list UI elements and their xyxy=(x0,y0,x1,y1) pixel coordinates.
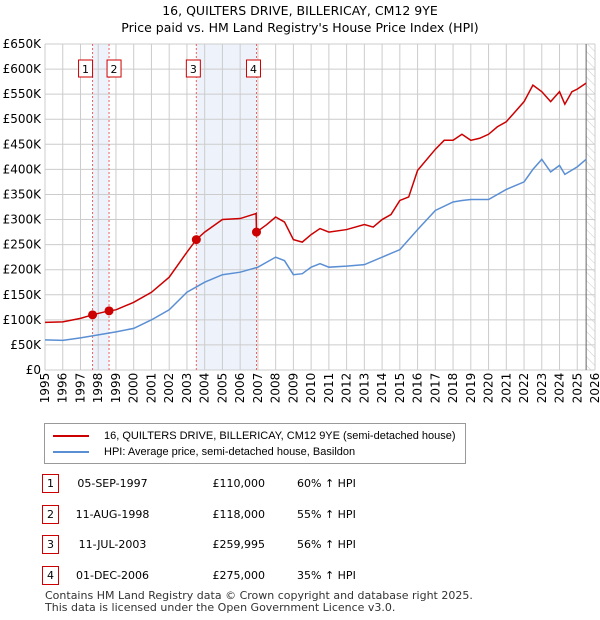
sale-number-label: 3 xyxy=(190,63,197,76)
x-tick-label: 2015 xyxy=(393,373,407,404)
x-tick-label: 2013 xyxy=(357,373,371,404)
x-tick-label: 2021 xyxy=(499,373,513,404)
x-tick-label: 2008 xyxy=(269,373,283,404)
x-tick-label: 2026 xyxy=(588,373,600,404)
x-tick-label: 2003 xyxy=(180,373,194,404)
transaction-number-badge: 1 xyxy=(42,474,59,493)
x-tick-label: 2006 xyxy=(233,373,247,404)
x-tick-label: 1995 xyxy=(38,373,52,404)
x-tick-label: 1997 xyxy=(73,373,87,404)
x-tick-label: 2020 xyxy=(482,373,496,404)
transaction-date: 11-AUG-1998 xyxy=(75,507,150,521)
legend-swatch-red xyxy=(53,435,89,437)
transaction-hpi-change: 56% ↑ HPI xyxy=(297,538,356,552)
sale-period-shading xyxy=(92,44,110,370)
x-tick-label: 2001 xyxy=(144,373,158,404)
transaction-price: £110,000 xyxy=(212,477,266,490)
footer-line-2: This data is licensed under the Open Gov… xyxy=(45,601,396,614)
legend-label: HPI: Average price, semi-detached house,… xyxy=(104,446,356,458)
legend-item-property: 16, QUILTERS DRIVE, BILLERICAY, CM12 9YE… xyxy=(53,430,456,442)
x-tick-label: 1996 xyxy=(56,373,70,404)
x-tick-label: 2009 xyxy=(286,373,300,404)
sale-number-label: 1 xyxy=(82,63,89,76)
sale-period-shading xyxy=(196,44,257,370)
transaction-hpi-change: 35% ↑ HPI xyxy=(297,569,356,583)
sale-point xyxy=(191,235,201,245)
transaction-row: 2 11-AUG-1998 £118,000 55% ↑ HPI xyxy=(0,504,600,525)
sale-number-box xyxy=(245,59,261,78)
x-tick-label: 2011 xyxy=(322,373,336,404)
x-tick-label: 2019 xyxy=(464,373,478,404)
price-chart: £0 £50K £100K £150K £200K £250K £300K £350K £400… xyxy=(3,37,600,404)
sale-number-label: 2 xyxy=(111,63,118,76)
chart-title: 16, QUILTERS DRIVE, BILLERICAY, CM12 9YE xyxy=(162,3,438,18)
y-tick-label: £500K xyxy=(3,112,43,126)
x-tick-label: 2014 xyxy=(375,373,389,404)
transaction-number-badge: 3 xyxy=(42,535,59,555)
y-tick-label: £250K xyxy=(3,238,43,252)
sale-point xyxy=(104,306,114,316)
chart-subtitle: Price paid vs. HM Land Registry's House … xyxy=(121,20,479,35)
x-tick-label: 1999 xyxy=(109,373,123,404)
y-tick-label: £600K xyxy=(3,62,43,76)
transaction-hpi-change: 60% ↑ HPI xyxy=(297,477,356,490)
transaction-date: 11-JUL-2003 xyxy=(78,538,147,552)
y-tick-label: £550K xyxy=(3,87,43,101)
y-tick-label: £200K xyxy=(3,263,43,277)
x-tick-label: 2002 xyxy=(162,373,176,404)
y-tick-label: £350K xyxy=(3,187,43,201)
x-tick-label: 2023 xyxy=(535,373,549,404)
x-tick-label: 2022 xyxy=(517,373,531,404)
property-price-line xyxy=(44,82,587,324)
x-tick-label: 2012 xyxy=(340,373,354,404)
sale-number-label: 4 xyxy=(250,63,257,76)
legend-swatch-blue xyxy=(53,451,89,453)
y-tick-label: £650K xyxy=(3,37,43,51)
y-tick-label: £400K xyxy=(3,162,43,176)
transaction-number-badge: 4 xyxy=(42,566,59,586)
legend: 16, QUILTERS DRIVE, BILLERICAY, CM12 9YE… xyxy=(44,423,466,464)
x-tick-label: 2018 xyxy=(446,373,460,404)
transaction-row: 4 01-DEC-2006 £275,000 35% ↑ HPI xyxy=(0,566,600,586)
x-tick-label: 1998 xyxy=(91,373,105,404)
y-tick-label: £50K xyxy=(10,338,42,352)
transaction-row: 1 05-SEP-1997 £110,000 60% ↑ HPI xyxy=(0,474,600,494)
transaction-row: 3 11-JUL-2003 £259,995 56% ↑ HPI xyxy=(0,535,600,555)
x-tick-label: 2007 xyxy=(251,373,265,404)
legend-item-hpi: HPI: Average price, semi-detached house,… xyxy=(53,446,355,458)
hpi-line xyxy=(44,158,587,342)
y-tick-label: £450K xyxy=(3,137,43,151)
transaction-price: £275,000 xyxy=(212,569,266,583)
x-tick-label: 2016 xyxy=(411,373,425,404)
y-tick-label: £0 xyxy=(26,363,41,377)
sale-number-box xyxy=(78,59,94,78)
sale-number-box xyxy=(106,59,122,78)
x-tick-label: 2024 xyxy=(553,373,567,404)
transaction-hpi-change: 55% ↑ HPI xyxy=(297,507,356,521)
transaction-price: £259,995 xyxy=(212,538,266,552)
future-hatch-area xyxy=(586,44,595,370)
sale-number-box xyxy=(185,59,201,78)
y-tick-label: £300K xyxy=(3,213,43,227)
x-tick-label: 2025 xyxy=(570,373,584,404)
sale-point xyxy=(88,310,98,320)
x-tick-label: 2010 xyxy=(304,373,318,404)
transaction-price: £118,000 xyxy=(212,507,266,521)
x-tick-label: 2000 xyxy=(127,373,141,404)
y-tick-label: £150K xyxy=(3,288,43,302)
x-tick-label: 2004 xyxy=(198,373,212,404)
y-tick-label: £100K xyxy=(3,313,43,327)
transaction-number-badge: 2 xyxy=(42,504,59,524)
x-tick-label: 2005 xyxy=(215,373,229,404)
transaction-date: 01-DEC-2006 xyxy=(75,569,150,583)
footer-line-1: Contains HM Land Registry data © Crown c… xyxy=(45,589,473,602)
sale-point xyxy=(251,227,261,237)
transaction-date: 05-SEP-1997 xyxy=(77,477,148,490)
x-tick-label: 2017 xyxy=(428,373,442,404)
legend-label: 16, QUILTERS DRIVE, BILLERICAY, CM12 9YE… xyxy=(104,430,456,442)
